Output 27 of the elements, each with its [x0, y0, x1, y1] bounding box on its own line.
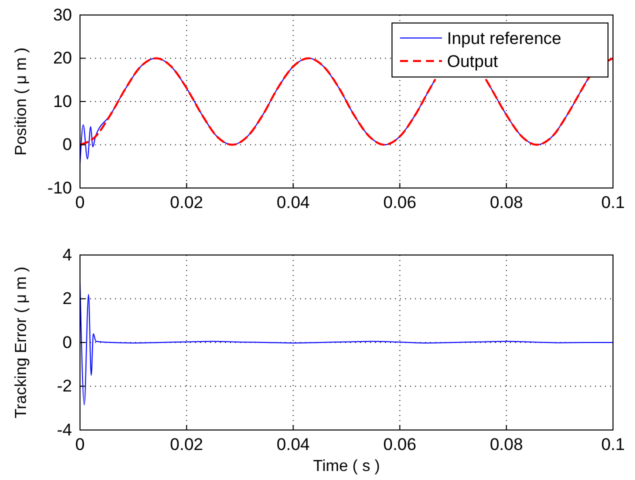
- y-tick-label: -4: [56, 420, 72, 440]
- x-tick-label: 0: [75, 193, 85, 212]
- y-tick-label: 4: [62, 245, 72, 264]
- y-tick-label: 30: [53, 5, 72, 24]
- x-tick-label: 0.1: [601, 193, 625, 212]
- y-tick-label: 2: [62, 289, 72, 308]
- x-axis-title: Time ( s ): [313, 458, 380, 475]
- x-tick-label: 0.06: [383, 193, 416, 212]
- y-tick-label: 0: [62, 332, 72, 352]
- x-tick-label: 0.06: [383, 435, 416, 454]
- x-tick-label: 0.08: [490, 193, 523, 212]
- y-axis-title: Position ( μ m ): [13, 48, 30, 156]
- x-tick-label: 0: [75, 435, 85, 454]
- x-tick-label: 0.08: [490, 435, 523, 454]
- x-tick-label: 0.04: [276, 435, 310, 454]
- x-tick-label: 0.02: [170, 193, 204, 212]
- legend-label: Input reference: [447, 29, 562, 48]
- y-tick-label: -10: [47, 178, 72, 198]
- x-tick-label: 0.1: [601, 435, 625, 454]
- x-tick-label: 0.02: [170, 435, 204, 454]
- y-tick-label: 0: [62, 135, 72, 154]
- y-tick-label: -2: [56, 376, 72, 396]
- x-tick-label: 0.04: [276, 193, 310, 212]
- y-tick-label: 10: [53, 92, 72, 111]
- y-axis-title: Tracking Error ( μ m ): [13, 266, 30, 418]
- y-tick-label: 20: [53, 48, 72, 68]
- legend-label: Output: [447, 52, 498, 71]
